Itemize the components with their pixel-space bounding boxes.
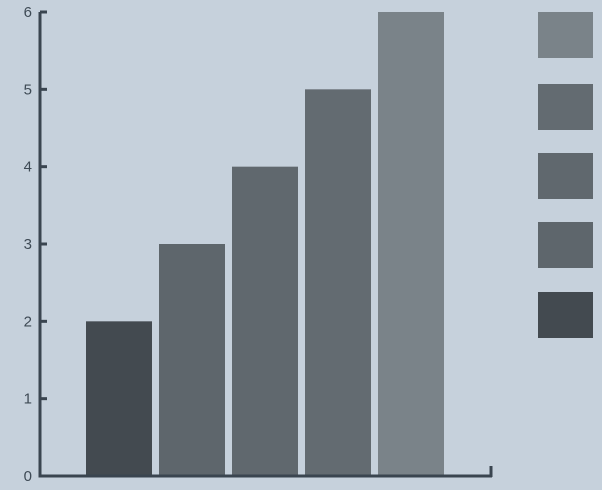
y-tick-label-6: 6 xyxy=(24,4,32,21)
legend-swatch-2 xyxy=(538,84,593,130)
y-tick-label-1: 1 xyxy=(24,391,32,408)
bar-3 xyxy=(232,166,298,476)
y-tick-label-0: 0 xyxy=(24,468,32,485)
bars-group xyxy=(86,12,444,476)
bar-5 xyxy=(378,12,444,476)
y-tick-label-4: 4 xyxy=(24,159,32,176)
y-axis-ticks: 0 1 2 3 4 5 6 xyxy=(24,4,47,485)
bar-4 xyxy=(305,89,371,476)
legend-swatch-5 xyxy=(538,292,593,338)
legend-swatch-3 xyxy=(538,153,593,199)
legend xyxy=(538,12,593,338)
y-tick-label-2: 2 xyxy=(24,313,32,330)
y-tick-label-3: 3 xyxy=(24,236,32,253)
legend-swatch-4 xyxy=(538,222,593,268)
legend-swatch-1 xyxy=(538,12,593,58)
bar-2 xyxy=(159,244,225,476)
y-tick-label-5: 5 xyxy=(24,81,32,98)
bar-1 xyxy=(86,321,152,476)
